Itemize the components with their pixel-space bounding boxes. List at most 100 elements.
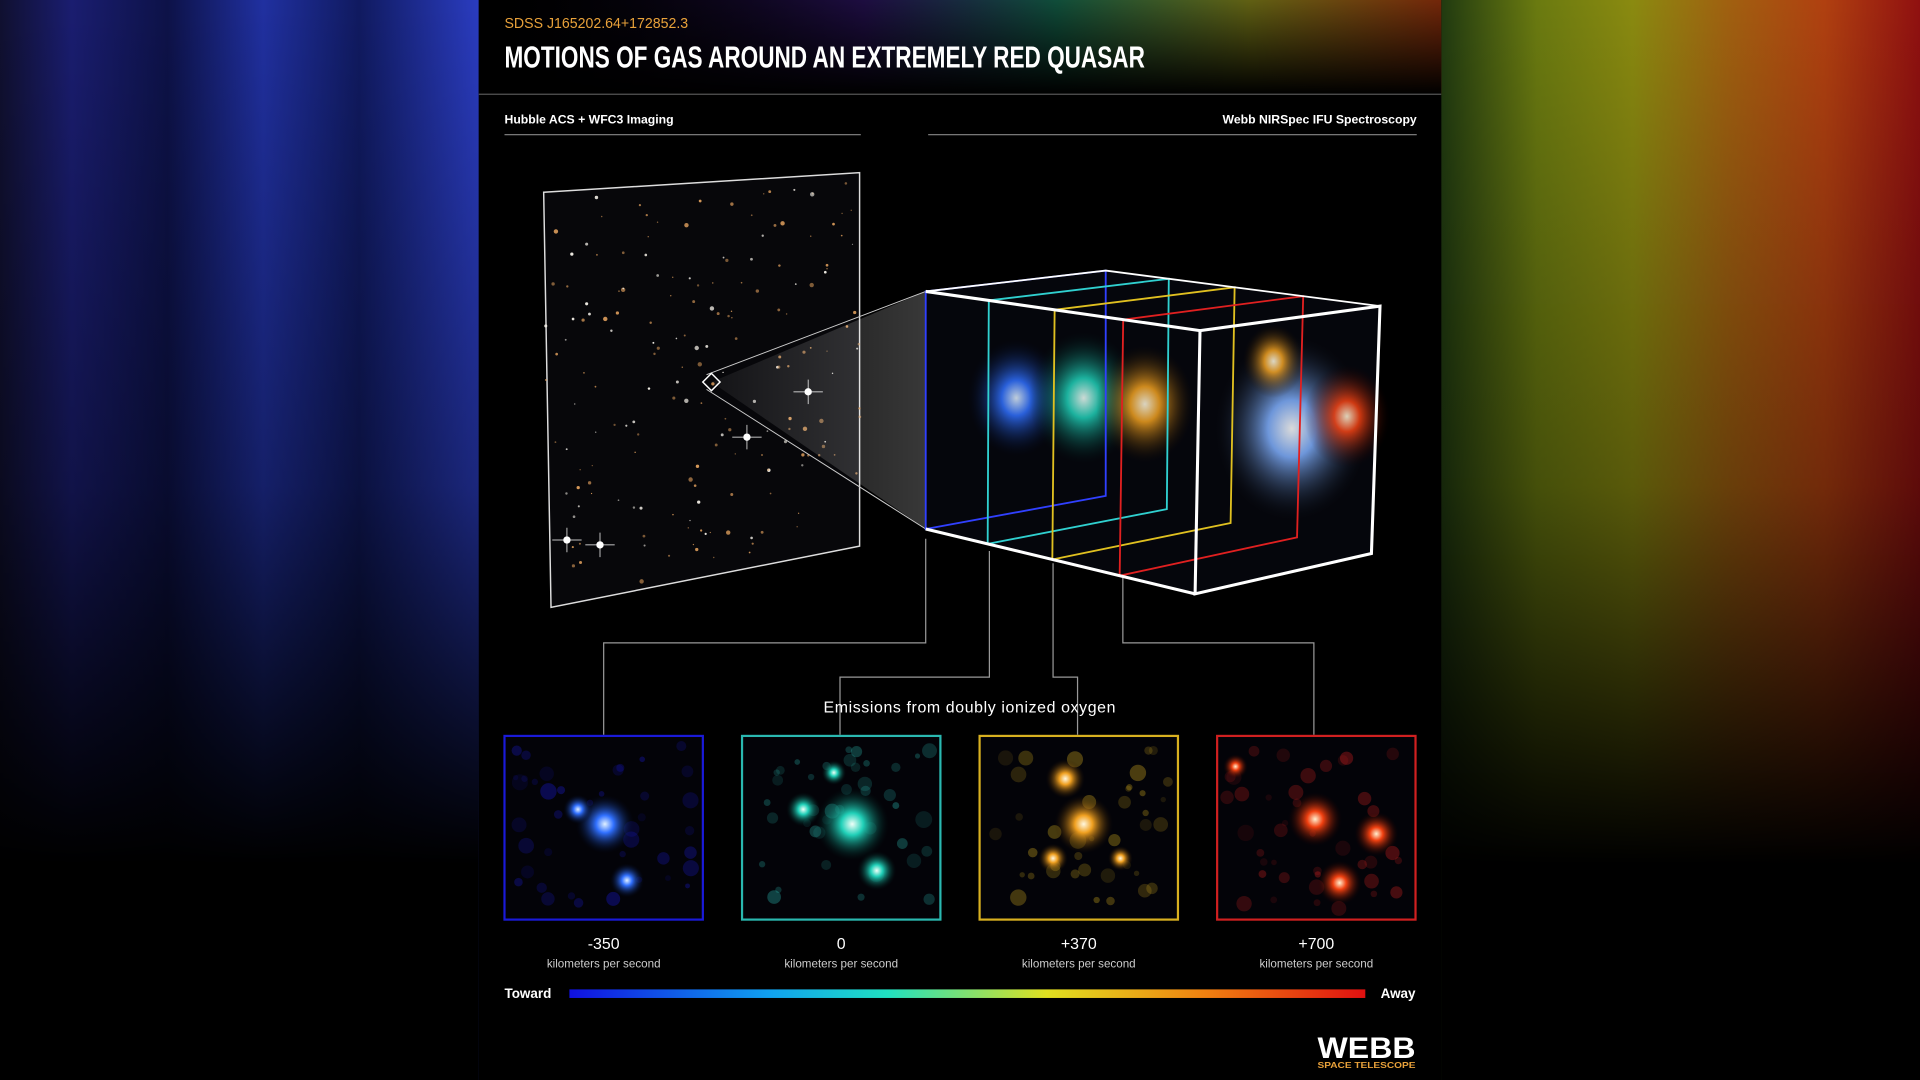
noise <box>541 892 555 906</box>
star <box>698 199 702 203</box>
noise <box>763 799 771 806</box>
velocity-unit: kilometers per second <box>1259 957 1373 970</box>
noise <box>807 773 815 781</box>
star <box>841 212 843 215</box>
star <box>632 506 636 509</box>
noise <box>1146 882 1158 895</box>
noise <box>896 838 908 849</box>
star <box>761 234 764 237</box>
star <box>692 543 695 546</box>
star <box>581 318 585 322</box>
side-fade <box>1441 0 1920 1080</box>
emission-blob <box>1108 846 1133 871</box>
noise <box>573 898 584 908</box>
noise <box>850 762 861 773</box>
velocity-panel: +700 kilometers per second <box>1216 734 1417 970</box>
star <box>574 403 576 405</box>
noise <box>1364 873 1379 889</box>
noise <box>1126 784 1133 791</box>
emission-blob <box>1045 759 1085 799</box>
velocity-panel: 0 kilometers per second <box>740 734 942 970</box>
noise <box>1018 750 1034 766</box>
emission-glow <box>1242 324 1305 398</box>
noise <box>906 853 922 869</box>
emission-blob <box>1038 843 1068 874</box>
star <box>639 506 643 510</box>
noise <box>511 817 527 833</box>
noise <box>1074 852 1083 861</box>
star <box>544 378 547 381</box>
emission-blob <box>563 794 593 825</box>
velocity: +370 <box>1061 936 1097 953</box>
noise <box>1093 896 1100 904</box>
star <box>653 352 656 356</box>
noise <box>521 775 528 782</box>
noise <box>1335 840 1351 856</box>
noise <box>921 845 933 857</box>
star <box>768 190 772 194</box>
star <box>585 242 589 246</box>
noise <box>775 886 782 894</box>
noise <box>1142 809 1149 817</box>
noise <box>1339 751 1354 765</box>
star <box>564 338 567 341</box>
panel-frame <box>1216 734 1417 921</box>
star <box>555 352 558 356</box>
noise <box>997 750 1014 766</box>
noise <box>521 750 531 761</box>
velocity-panel: -350 kilometers per second <box>503 734 704 970</box>
star <box>572 515 576 519</box>
noise <box>1258 870 1267 878</box>
noise <box>1108 834 1121 847</box>
noise <box>1271 859 1277 866</box>
emission-blob <box>1354 811 1399 856</box>
velocity: -350 <box>588 936 620 953</box>
star <box>825 263 829 267</box>
noise <box>657 852 670 865</box>
velocity-unit: kilometers per second <box>784 957 898 970</box>
star <box>656 221 659 223</box>
star <box>672 396 676 400</box>
star <box>696 284 700 287</box>
noise <box>536 882 547 893</box>
noise <box>1125 785 1132 792</box>
star <box>643 544 646 547</box>
noise <box>1220 790 1234 805</box>
noise <box>681 765 694 778</box>
star <box>767 468 770 472</box>
star <box>850 209 852 212</box>
noise <box>1276 748 1290 762</box>
noise <box>682 792 699 809</box>
star <box>716 312 720 316</box>
noise <box>684 846 697 859</box>
star <box>763 193 765 195</box>
noise <box>1256 848 1265 857</box>
noise <box>1331 900 1347 916</box>
hubble-image <box>542 171 861 609</box>
zoom-line <box>706 290 926 376</box>
noise <box>850 745 863 758</box>
panel-frame <box>503 734 704 921</box>
star <box>613 423 616 427</box>
noise <box>1137 883 1152 898</box>
target-marker <box>701 372 722 392</box>
star <box>794 283 797 285</box>
star <box>625 424 628 427</box>
star <box>714 443 718 447</box>
star <box>750 536 753 540</box>
noise <box>1357 859 1368 870</box>
star <box>751 542 754 545</box>
velocity-unit: kilometers per second <box>547 957 661 970</box>
noise <box>1133 870 1140 876</box>
noise <box>1027 872 1035 880</box>
noise <box>1106 896 1115 906</box>
noise <box>1273 823 1288 838</box>
star <box>695 464 700 468</box>
zoom-line <box>706 388 926 530</box>
star <box>730 492 734 496</box>
star <box>823 270 827 274</box>
noise <box>892 802 900 810</box>
star <box>750 214 753 217</box>
star <box>579 469 581 471</box>
noise <box>1265 794 1272 801</box>
